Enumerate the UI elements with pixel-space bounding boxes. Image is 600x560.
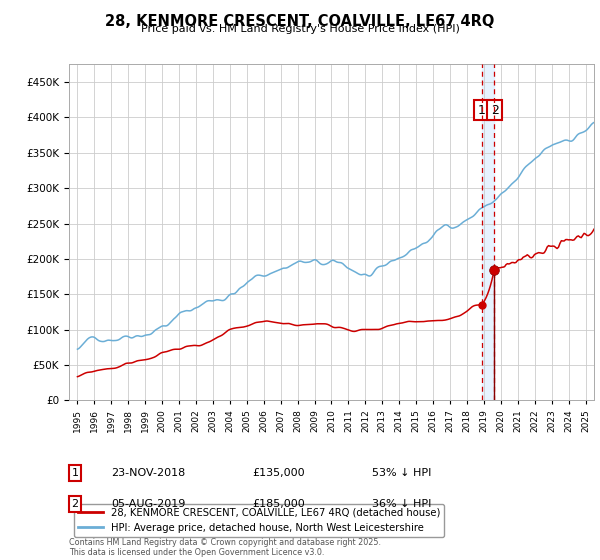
Bar [482,64,494,400]
Text: 28, KENMORE CRESCENT, COALVILLE, LE67 4RQ: 28, KENMORE CRESCENT, COALVILLE, LE67 4R… [106,14,494,29]
Text: 53% ↓ HPI: 53% ↓ HPI [372,468,431,478]
Text: 2: 2 [491,104,499,117]
Text: £185,000: £185,000 [252,499,305,509]
Text: 1: 1 [478,104,485,117]
Text: 1: 1 [71,468,79,478]
Text: Contains HM Land Registry data © Crown copyright and database right 2025.
This d: Contains HM Land Registry data © Crown c… [69,538,381,557]
Text: 23-NOV-2018: 23-NOV-2018 [111,468,185,478]
Text: 2: 2 [71,499,79,509]
Text: 36% ↓ HPI: 36% ↓ HPI [372,499,431,509]
Text: £135,000: £135,000 [252,468,305,478]
Text: 05-AUG-2019: 05-AUG-2019 [111,499,185,509]
Text: Price paid vs. HM Land Registry's House Price Index (HPI): Price paid vs. HM Land Registry's House … [140,24,460,34]
Legend: 28, KENMORE CRESCENT, COALVILLE, LE67 4RQ (detached house), HPI: Average price, : 28, KENMORE CRESCENT, COALVILLE, LE67 4R… [74,503,445,536]
